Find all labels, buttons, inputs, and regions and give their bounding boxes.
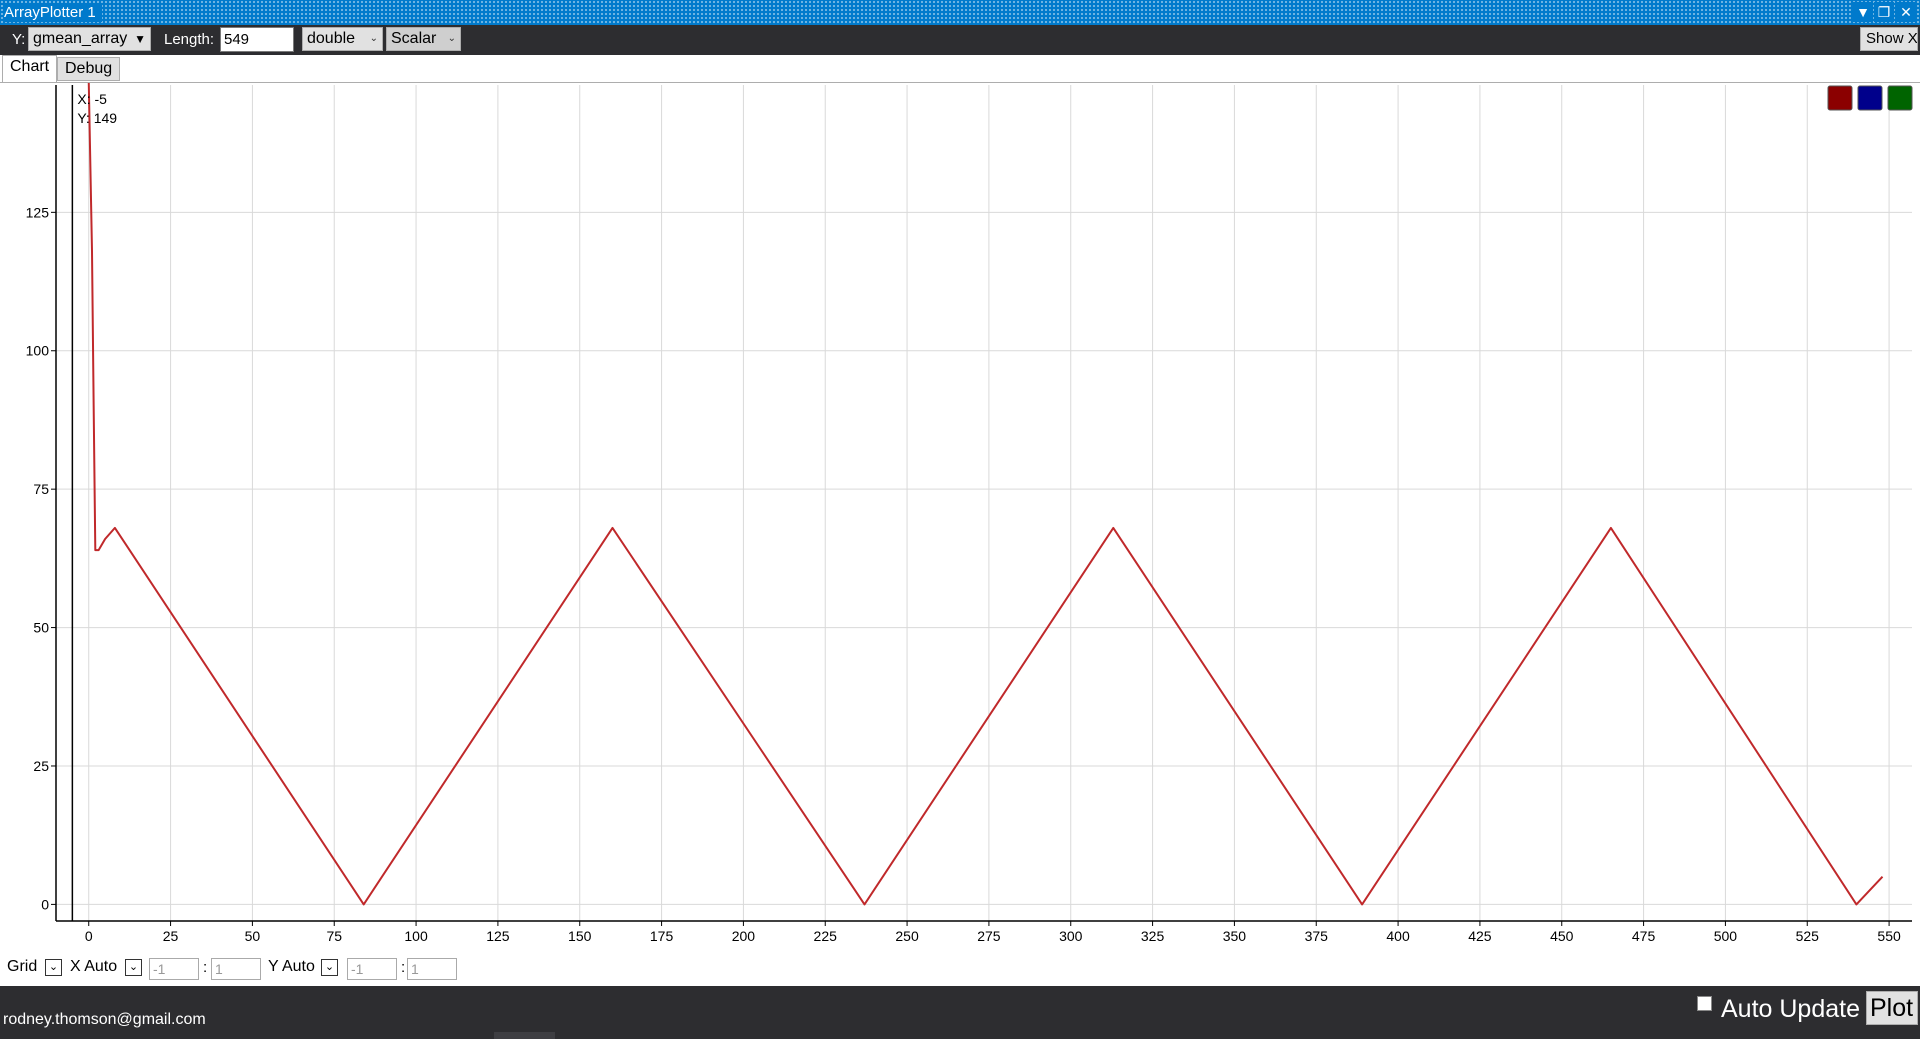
x-tick-label: 475: [1632, 928, 1656, 944]
y-max-input[interactable]: [407, 958, 457, 980]
grid-toggle[interactable]: ⌄: [45, 959, 62, 976]
y-label: Y:: [12, 31, 26, 48]
series-line: [87, 83, 1884, 906]
dropdown-arrow-icon: ▼: [134, 32, 146, 46]
tick-labels: 0 25 50 75 100 125 150 175 200 225 250 275 300 325 350…: [26, 204, 1901, 944]
series-color-button[interactable]: [1827, 85, 1853, 111]
y-min-input[interactable]: [347, 958, 397, 980]
x-min-input[interactable]: [149, 958, 199, 980]
x-tick-label: 325: [1141, 928, 1165, 944]
window-menu-chevron-icon[interactable]: ▼: [1853, 2, 1873, 22]
length-label: Length:: [164, 31, 215, 48]
auto-update-label: Auto Update: [1721, 995, 1860, 1023]
x-tick-label: 250: [895, 928, 919, 944]
y-variable-value: gmean_array: [33, 30, 128, 47]
tab-chart[interactable]: Chart: [2, 55, 58, 83]
series-color-button[interactable]: [1887, 85, 1913, 111]
status-bar: rodney.thomson@gmail.com Auto Update Plo…: [0, 986, 1920, 1039]
x-tick-label: 525: [1796, 928, 1820, 944]
plot-button[interactable]: Plot: [1866, 991, 1918, 1025]
x-tick-label: 450: [1550, 928, 1574, 944]
grid-lines: [56, 85, 1912, 921]
cursor-layer: X: -5 Y: 149: [71, 85, 117, 921]
chart-area[interactable]: 0 25 50 75 100 125 150 175 200 225 250 275 300 325 350…: [0, 82, 1920, 950]
author-email: rodney.thomson@gmail.com: [3, 1011, 206, 1028]
x-tick-label: 425: [1468, 928, 1492, 944]
show-x-button[interactable]: Show X: [1860, 27, 1918, 51]
y-auto-label: Y Auto: [268, 958, 315, 975]
x-tick-label: 150: [568, 928, 592, 944]
window-title: ArrayPlotter 1: [4, 3, 102, 22]
close-icon[interactable]: ✕: [1896, 2, 1916, 22]
length-input[interactable]: [220, 27, 294, 52]
axis-controls: Grid ⌄ X Auto ⌄ : Y Auto ⌄ :: [0, 950, 1920, 986]
restore-icon[interactable]: ❐: [1874, 2, 1894, 22]
y-tick-label: 25: [33, 758, 49, 774]
y-tick-label: 100: [26, 343, 50, 359]
y-tick-label: 50: [33, 620, 49, 636]
type-select[interactable]: double ⌄: [302, 27, 383, 51]
x-tick-label: 400: [1386, 928, 1410, 944]
mode-select[interactable]: Scalar ⌄: [386, 27, 461, 51]
y-tick-label: 75: [33, 481, 49, 497]
dropdown-arrow-icon: ⌄: [369, 33, 378, 44]
dropdown-arrow-icon: ⌄: [447, 33, 456, 44]
cursor-y-readout: Y: 149: [77, 110, 117, 126]
tab-debug[interactable]: Debug: [57, 57, 121, 81]
tab-strip: Chart Debug: [0, 55, 1920, 83]
mode-value: Scalar: [391, 30, 437, 47]
series-layer: [87, 83, 1884, 906]
y-tick-label: 0: [41, 896, 49, 912]
y-variable-select[interactable]: gmean_array ▼: [28, 27, 151, 51]
x-max-input[interactable]: [211, 958, 261, 980]
axes: [51, 85, 1912, 926]
x-tick-label: 0: [85, 928, 93, 944]
y-range-colon: :: [401, 959, 406, 976]
x-tick-label: 350: [1223, 928, 1247, 944]
x-tick-label: 225: [814, 928, 838, 944]
x-tick-label: 25: [163, 928, 179, 944]
line-chart[interactable]: 0 25 50 75 100 125 150 175 200 225 250 275 300 325 350…: [0, 83, 1920, 951]
series-color-buttons: [1827, 85, 1913, 111]
scroll-handle[interactable]: [494, 1032, 555, 1039]
cursor-x-readout: X: -5: [77, 91, 107, 107]
x-tick-label: 50: [245, 928, 261, 944]
series-color-button[interactable]: [1857, 85, 1883, 111]
x-tick-label: 75: [326, 928, 342, 944]
x-tick-label: 200: [732, 928, 756, 944]
type-value: double: [307, 30, 356, 47]
x-tick-label: 550: [1877, 928, 1901, 944]
x-tick-label: 375: [1305, 928, 1329, 944]
y-auto-toggle[interactable]: ⌄: [321, 959, 338, 976]
x-tick-label: 275: [977, 928, 1001, 944]
chevron-down-icon: ⌄: [48, 961, 59, 973]
title-bar: ArrayPlotter 1 ▼ ❐ ✕: [0, 0, 1920, 25]
chevron-down-icon: ⌄: [128, 961, 139, 973]
x-tick-label: 500: [1714, 928, 1738, 944]
x-tick-label: 175: [650, 928, 674, 944]
chevron-down-icon: ⌄: [324, 961, 335, 973]
x-tick-label: 300: [1059, 928, 1083, 944]
x-tick-label: 125: [486, 928, 510, 944]
toolbar: Y: gmean_array ▼ Length: double ⌄ Scalar…: [0, 25, 1920, 55]
x-auto-toggle[interactable]: ⌄: [125, 959, 142, 976]
x-range-colon: :: [203, 959, 208, 976]
auto-update-checkbox[interactable]: [1697, 996, 1712, 1011]
x-auto-label: X Auto: [70, 958, 118, 975]
grid-label: Grid: [7, 958, 38, 975]
y-tick-label: 125: [26, 204, 50, 220]
x-tick-label: 100: [404, 928, 428, 944]
